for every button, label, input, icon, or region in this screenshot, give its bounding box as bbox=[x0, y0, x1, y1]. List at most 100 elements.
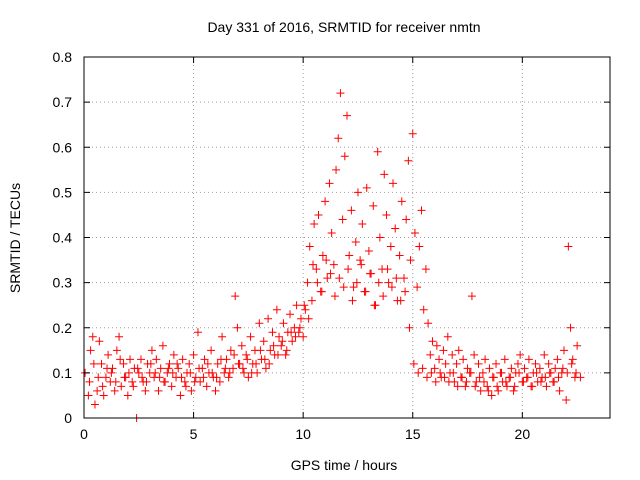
data-point bbox=[256, 346, 265, 355]
data-point bbox=[366, 269, 375, 278]
data-point bbox=[424, 319, 433, 328]
data-point bbox=[479, 377, 488, 386]
data-point bbox=[104, 350, 113, 359]
data-point bbox=[226, 346, 235, 355]
data-point bbox=[536, 377, 545, 386]
data-point bbox=[312, 265, 321, 274]
data-point bbox=[501, 377, 510, 386]
data-point bbox=[273, 350, 282, 359]
data-point bbox=[195, 364, 204, 373]
plot-frame bbox=[83, 56, 611, 419]
data-point bbox=[180, 377, 189, 386]
data-point bbox=[255, 319, 264, 328]
data-point bbox=[553, 355, 562, 364]
data-point bbox=[305, 242, 314, 251]
data-point bbox=[397, 197, 406, 206]
data-point bbox=[564, 242, 573, 251]
data-point bbox=[339, 283, 348, 292]
data-point bbox=[286, 310, 295, 319]
data-point bbox=[408, 129, 417, 138]
data-point bbox=[528, 382, 537, 391]
data-point bbox=[454, 346, 463, 355]
data-point bbox=[212, 373, 221, 382]
data-point bbox=[488, 373, 497, 382]
data-point bbox=[200, 355, 209, 364]
data-point bbox=[123, 391, 132, 400]
data-point bbox=[211, 386, 220, 395]
data-point bbox=[138, 373, 147, 382]
data-point bbox=[164, 364, 173, 373]
data-point bbox=[545, 368, 554, 377]
grid-lines bbox=[84, 57, 610, 418]
data-point bbox=[401, 287, 410, 296]
data-point bbox=[252, 359, 261, 368]
data-point bbox=[116, 355, 125, 364]
data-point bbox=[155, 373, 164, 382]
data-point bbox=[126, 355, 135, 364]
data-point bbox=[89, 359, 98, 368]
data-point bbox=[325, 179, 334, 188]
data-point bbox=[383, 265, 392, 274]
data-point bbox=[449, 368, 458, 377]
data-point bbox=[409, 359, 418, 368]
data-point bbox=[405, 323, 414, 332]
x-tick-label: 15 bbox=[405, 426, 421, 442]
data-point bbox=[88, 332, 97, 341]
data-point bbox=[550, 377, 559, 386]
data-point bbox=[151, 368, 160, 377]
data-point bbox=[435, 355, 444, 364]
data-point bbox=[421, 265, 430, 274]
data-point bbox=[272, 305, 281, 314]
data-point bbox=[396, 296, 405, 305]
data-point bbox=[296, 314, 305, 323]
y-tick-label: 0.8 bbox=[53, 49, 73, 65]
data-point bbox=[535, 364, 544, 373]
data-point bbox=[282, 346, 291, 355]
data-point bbox=[356, 256, 365, 265]
data-point bbox=[111, 377, 120, 386]
data-point bbox=[352, 278, 361, 287]
data-point bbox=[310, 219, 319, 228]
data-point bbox=[418, 364, 427, 373]
data-point bbox=[86, 346, 95, 355]
data-point bbox=[349, 283, 358, 292]
data-point bbox=[152, 355, 161, 364]
data-point bbox=[229, 364, 238, 373]
data-point bbox=[472, 377, 481, 386]
data-point bbox=[314, 210, 323, 219]
data-point bbox=[330, 292, 339, 301]
data-point bbox=[551, 364, 560, 373]
data-point bbox=[275, 332, 284, 341]
data-point bbox=[568, 355, 577, 364]
data-point bbox=[566, 323, 575, 332]
data-point bbox=[242, 350, 251, 359]
data-point bbox=[410, 228, 419, 237]
data-point bbox=[238, 364, 247, 373]
y-tick-label: 0.7 bbox=[53, 94, 73, 110]
data-point bbox=[542, 382, 551, 391]
data-point bbox=[165, 359, 174, 368]
data-point bbox=[115, 332, 124, 341]
data-point bbox=[519, 377, 528, 386]
data-point bbox=[216, 355, 225, 364]
data-point bbox=[348, 296, 357, 305]
data-point bbox=[375, 233, 384, 242]
data-point bbox=[520, 364, 529, 373]
data-point bbox=[362, 183, 371, 192]
data-point bbox=[510, 382, 519, 391]
data-point bbox=[279, 319, 288, 328]
data-point bbox=[187, 386, 196, 395]
data-point bbox=[244, 373, 253, 382]
y-tick-label: 0.5 bbox=[53, 184, 73, 200]
data-point bbox=[417, 206, 426, 215]
data-point bbox=[313, 278, 322, 287]
data-point bbox=[506, 373, 515, 382]
data-point bbox=[370, 301, 379, 310]
data-point bbox=[99, 391, 108, 400]
x-tick-label: 10 bbox=[295, 426, 311, 442]
data-point bbox=[402, 215, 411, 224]
data-point bbox=[213, 359, 222, 368]
data-point bbox=[231, 292, 240, 301]
data-point bbox=[343, 111, 351, 120]
